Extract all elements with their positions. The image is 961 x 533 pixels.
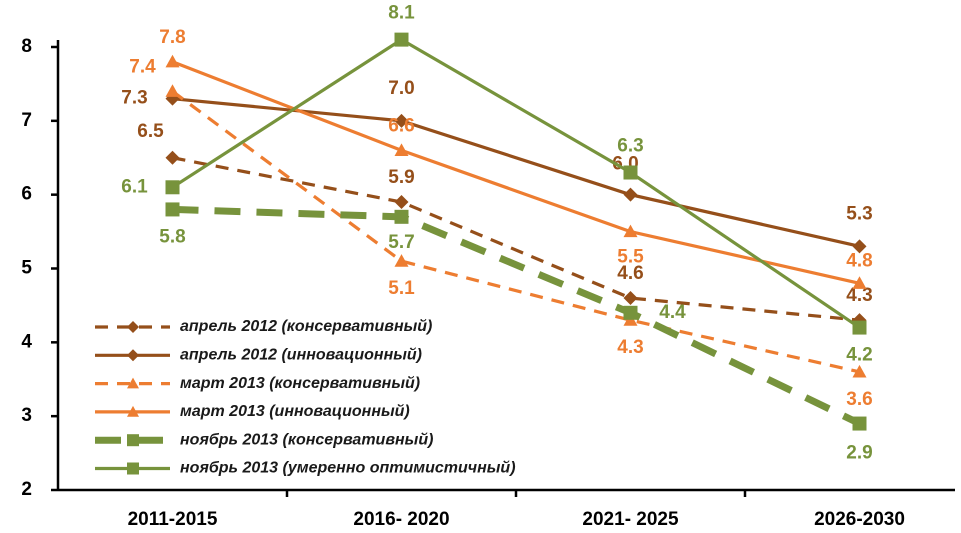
marker (165, 180, 180, 195)
y-tick-label: 5 (21, 258, 32, 279)
marker (394, 143, 409, 156)
y-tick-label: 2 (21, 479, 32, 500)
data-label: 4.6 (617, 263, 643, 284)
line (171, 90, 860, 374)
data-label: 5.5 (617, 247, 644, 268)
data-label: 8.1 (388, 3, 415, 24)
marker (394, 195, 409, 210)
marker (165, 202, 180, 217)
marker (623, 224, 638, 238)
line (171, 60, 860, 285)
x-tick-label: 2011-2015 (128, 509, 218, 530)
data-label: 7.3 (121, 88, 147, 109)
data-label: 5.1 (388, 278, 415, 299)
legend-marker (127, 405, 139, 417)
y-tick-label: 6 (21, 184, 32, 205)
marker (394, 254, 409, 267)
marker (165, 54, 180, 68)
data-label: 4.8 (846, 250, 872, 271)
marker (852, 320, 867, 335)
marker (165, 150, 180, 165)
data-label: 3.6 (846, 389, 872, 410)
legend-marker (127, 321, 139, 333)
data-label: 4.3 (846, 285, 872, 306)
marker (623, 305, 638, 320)
data-label: 5.3 (846, 203, 872, 224)
y-tick-label: 8 (21, 36, 32, 57)
line (172, 97, 860, 248)
data-label: 4.2 (846, 345, 872, 366)
marker (394, 113, 409, 128)
legend-label: апрель 2012 (консервативный) (180, 318, 432, 335)
data-label: 4.3 (617, 337, 643, 358)
line (171, 38, 861, 329)
marker (394, 32, 409, 47)
legend-label: ноябрь 2013 (умеренно оптимистичный) (180, 460, 516, 477)
y-tick-label: 4 (21, 331, 32, 352)
legend-label: ноябрь 2013 (консервативный) (180, 431, 433, 448)
marker (852, 416, 867, 431)
legend-label: март 2013 (инновационный) (180, 403, 410, 420)
legend-marker (127, 349, 139, 362)
marker (852, 239, 867, 254)
data-label: 6.3 (617, 136, 643, 157)
marker (852, 364, 867, 378)
marker (852, 276, 867, 289)
x-tick-label: 2016- 2020 (353, 509, 449, 530)
data-label: 6.6 (388, 115, 414, 136)
marker (623, 291, 638, 306)
data-label: 4.4 (659, 302, 686, 323)
data-label: 5.7 (388, 232, 414, 253)
data-label: 6.5 (137, 121, 164, 142)
legend-marker (127, 377, 139, 389)
marker (165, 84, 180, 97)
line (172, 156, 860, 322)
data-label: 7.0 (388, 78, 414, 99)
marker (394, 209, 409, 224)
legend-marker (127, 462, 139, 475)
y-tick-label: 3 (21, 405, 32, 426)
x-tick-label: 2026-2030 (814, 509, 905, 530)
marker (623, 187, 638, 202)
y-tick-label: 7 (21, 110, 32, 131)
line (172, 205, 862, 427)
legend-label: март 2013 (консервативный) (180, 375, 420, 392)
legend-label: апрель 2012 (инновационный) (180, 347, 422, 364)
data-label: 7.8 (159, 27, 185, 48)
legend-marker (127, 434, 139, 447)
marker (623, 165, 638, 180)
data-label: 5.8 (159, 226, 185, 247)
data-label: 7.4 (129, 56, 156, 77)
data-label: 2.9 (846, 443, 872, 464)
data-label: 6.1 (121, 176, 148, 197)
data-label: 5.9 (388, 167, 414, 188)
x-tick-label: 2021- 2025 (582, 509, 679, 530)
